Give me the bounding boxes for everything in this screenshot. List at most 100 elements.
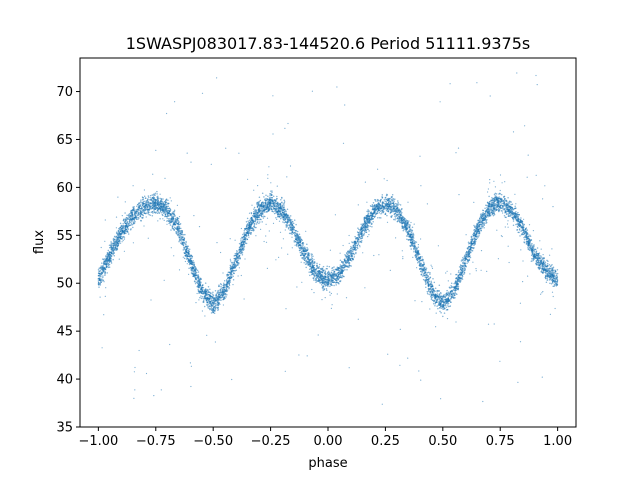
data-point (425, 275, 427, 277)
data-point (486, 219, 488, 221)
data-point (293, 241, 296, 243)
data-point (315, 265, 318, 267)
data-point (532, 257, 535, 259)
data-point (421, 265, 424, 267)
data-point (326, 265, 328, 268)
data-point (460, 260, 463, 262)
data-point (379, 205, 382, 208)
data-point (458, 266, 461, 268)
data-point (192, 259, 194, 262)
data-point (258, 222, 260, 225)
data-point (507, 202, 509, 205)
data-point (197, 279, 200, 282)
data-point (475, 226, 477, 229)
data-point (308, 271, 310, 273)
data-point (548, 279, 551, 281)
data-point (397, 209, 399, 212)
data-point (462, 257, 464, 259)
data-point (217, 298, 220, 301)
data-point (341, 264, 343, 267)
data-point (167, 199, 169, 202)
data-point (421, 272, 423, 274)
data-point (391, 193, 394, 196)
data-point (439, 291, 442, 294)
data-point (487, 216, 489, 218)
data-point (510, 203, 512, 206)
data-point (428, 280, 431, 283)
data-point (535, 251, 537, 253)
data-point (458, 280, 460, 282)
data-point (246, 225, 248, 228)
data-point (405, 235, 408, 237)
data-point (520, 230, 522, 232)
data-point (352, 244, 355, 247)
data-point (282, 221, 284, 223)
data-point (278, 204, 280, 206)
data-point (430, 293, 433, 295)
data-point (501, 204, 504, 207)
data-point (211, 303, 213, 305)
data-point (238, 242, 241, 245)
data-point (246, 229, 249, 231)
data-point (305, 266, 307, 269)
data-point (243, 245, 246, 248)
data-point (405, 225, 408, 227)
data-point (194, 278, 197, 280)
data-point (173, 209, 176, 212)
data-point (283, 201, 286, 204)
data-point (483, 223, 485, 225)
data-point (214, 309, 216, 311)
data-point (522, 224, 525, 226)
data-point (429, 273, 431, 275)
data-point (250, 212, 253, 215)
data-point (147, 202, 150, 204)
data-point (255, 223, 258, 225)
data-point (131, 223, 134, 226)
data-point (208, 305, 211, 307)
data-point (486, 206, 488, 209)
data-point (295, 236, 297, 239)
data-point (210, 292, 212, 295)
data-point (225, 285, 227, 288)
data-point (555, 272, 557, 275)
data-point (259, 199, 262, 202)
data-point (530, 254, 533, 256)
data-point (436, 299, 439, 302)
data-point (332, 269, 335, 271)
data-point (531, 246, 533, 249)
data-point (529, 235, 532, 238)
data-point (429, 271, 431, 274)
data-point (483, 227, 485, 229)
data-point (422, 260, 424, 262)
data-point (333, 284, 335, 287)
data-point (245, 229, 248, 231)
data-point (477, 219, 479, 221)
data-point (102, 275, 104, 277)
data-point (342, 264, 344, 267)
data-point (231, 261, 234, 264)
data-point (102, 264, 104, 267)
data-point (298, 233, 301, 235)
data-point (263, 196, 265, 198)
data-point (473, 228, 476, 231)
data-point (123, 238, 126, 240)
data-point (501, 202, 503, 204)
data-point (207, 307, 209, 309)
data-point (190, 255, 192, 257)
data-point (453, 292, 456, 295)
data-point (295, 223, 297, 226)
data-point (461, 259, 463, 261)
data-point (108, 251, 111, 253)
data-point (230, 270, 233, 272)
data-point (336, 266, 339, 269)
data-point (153, 193, 155, 195)
data-point (483, 222, 485, 224)
data-point (517, 211, 519, 214)
data-point (140, 220, 142, 222)
data-point (286, 224, 289, 227)
data-point (272, 211, 275, 213)
data-point (450, 294, 452, 297)
data-point (395, 205, 398, 207)
data-point (528, 246, 531, 249)
chart-title: 1SWASPJ083017.83-144520.6 Period 51111.9… (126, 34, 531, 53)
